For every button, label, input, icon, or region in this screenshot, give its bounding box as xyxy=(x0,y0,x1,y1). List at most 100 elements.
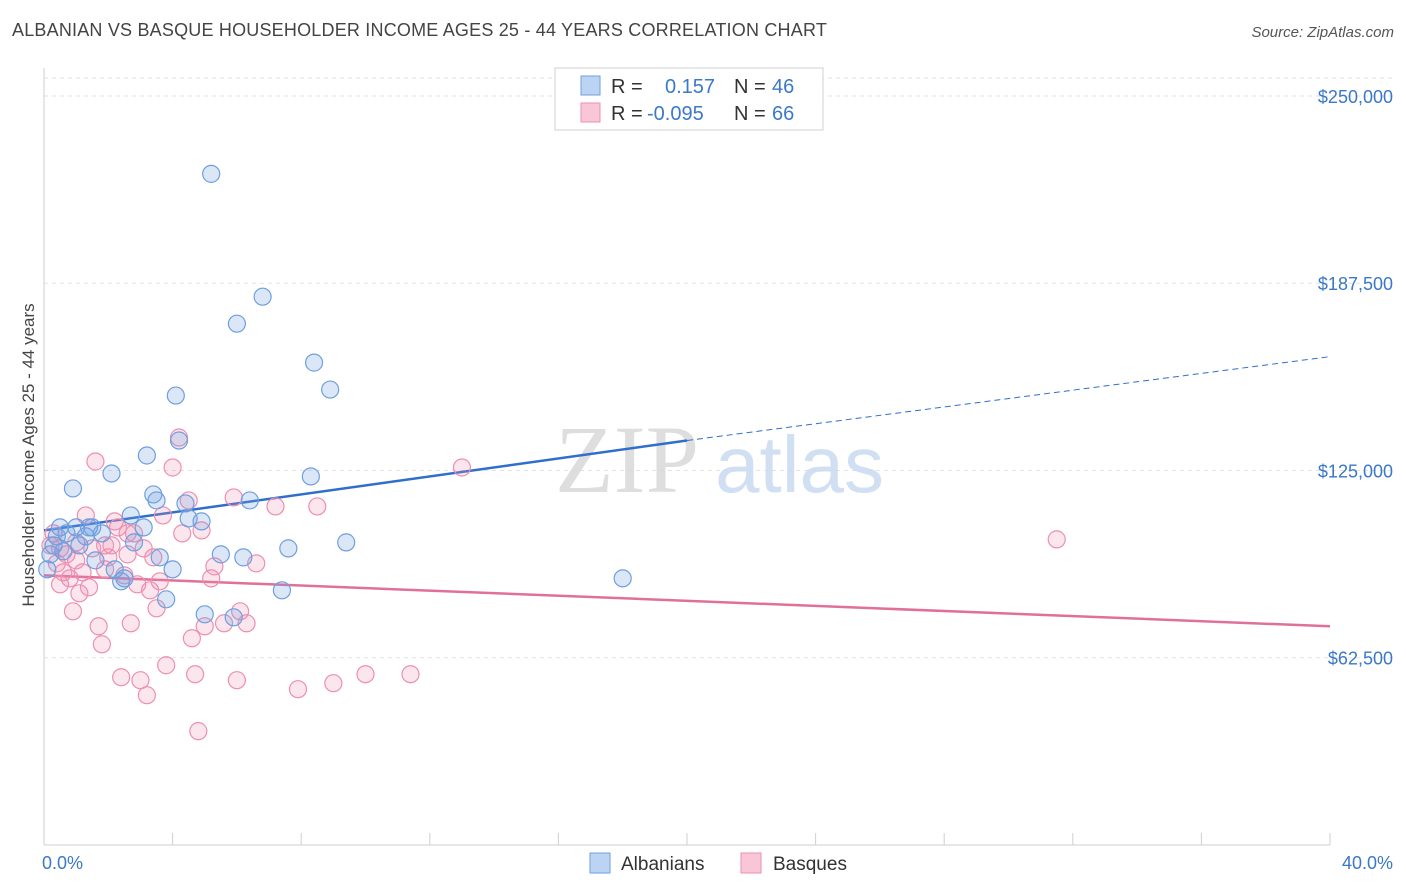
legend-swatch-albanians xyxy=(580,75,601,96)
point-basques xyxy=(452,458,472,477)
point-albanians xyxy=(211,545,230,564)
point-albanians xyxy=(124,533,144,552)
point-basques xyxy=(356,665,375,684)
point-basques xyxy=(121,614,140,633)
point-albanians xyxy=(169,431,189,450)
point-albanians xyxy=(301,467,320,486)
point-albanians xyxy=(150,548,169,567)
point-albanians xyxy=(176,494,195,513)
trend-line-basques xyxy=(43,574,1331,628)
point-basques xyxy=(186,665,205,684)
point-basques xyxy=(224,488,243,507)
bottom-legend-swatch-basques xyxy=(740,852,762,874)
point-albanians xyxy=(70,536,89,555)
point-basques xyxy=(131,671,150,690)
trend-lines xyxy=(43,356,1331,628)
point-albanians xyxy=(115,569,134,588)
point-albanians xyxy=(137,446,156,465)
point-basques xyxy=(150,572,169,591)
point-basques xyxy=(57,545,76,564)
point-basques xyxy=(92,635,111,654)
point-albanians xyxy=(63,479,83,498)
y-axis-label: Householder Income Ages 25 - 44 years xyxy=(19,303,38,606)
stats-legend: R = 0.157 N = 46 R = -0.095 N = 66 xyxy=(554,67,824,131)
point-basques xyxy=(179,491,198,510)
point-basques xyxy=(73,563,92,582)
point-basques xyxy=(50,575,70,594)
point-albanians xyxy=(279,539,298,558)
point-albanians xyxy=(166,386,185,405)
point-albanians xyxy=(234,548,253,567)
chart-title: ALBANIAN VS BASQUE HOUSEHOLDER INCOME AG… xyxy=(12,20,828,40)
point-basques xyxy=(118,524,137,543)
point-basques xyxy=(288,680,308,699)
y-tick-label: $125,000 xyxy=(1318,461,1393,481)
point-basques xyxy=(202,569,221,588)
point-albanians xyxy=(240,491,259,510)
point-albanians xyxy=(202,164,221,183)
point-albanians xyxy=(613,569,632,588)
y-tick-label: $250,000 xyxy=(1318,87,1393,107)
legend-n-basques: 66 xyxy=(772,103,794,125)
bottom-legend-albanians: Albanians xyxy=(621,854,704,875)
bottom-legend-swatch-albanians xyxy=(589,852,611,874)
point-basques xyxy=(266,497,285,516)
point-albanians xyxy=(272,581,292,600)
point-basques xyxy=(214,614,234,633)
x-tick-labels: 0.0% 40.0% xyxy=(42,853,1393,873)
point-albanians xyxy=(102,464,121,483)
watermark-zip: ZIP xyxy=(555,406,699,513)
point-basques xyxy=(1047,530,1066,549)
point-basques xyxy=(95,536,115,555)
point-albanians xyxy=(321,380,340,399)
point-albanians xyxy=(224,608,243,627)
legend-r-albanians: 0.157 xyxy=(665,76,715,98)
point-albanians xyxy=(121,506,140,525)
chart-source: Source: ZipAtlas.com xyxy=(1251,24,1394,41)
legend-r-label-basques: R = xyxy=(611,103,643,125)
point-albanians xyxy=(227,314,246,333)
trend-line-albanians-extension xyxy=(686,356,1331,442)
point-basques xyxy=(227,671,246,690)
point-basques xyxy=(153,506,173,525)
point-basques xyxy=(89,617,108,636)
watermark: ZIP atlas xyxy=(555,406,884,513)
point-basques xyxy=(324,674,343,693)
point-basques xyxy=(112,668,131,687)
y-tick-label: $62,500 xyxy=(1328,649,1393,669)
point-albanians xyxy=(195,605,214,624)
point-albanians xyxy=(92,524,111,543)
grid-lines xyxy=(44,77,1395,659)
point-albanians xyxy=(83,518,102,537)
point-albanians xyxy=(38,560,57,579)
point-basques xyxy=(79,578,99,597)
series-legend: Albanians Basques xyxy=(589,852,847,875)
point-albanians xyxy=(157,590,176,609)
point-basques xyxy=(157,656,176,675)
point-basques xyxy=(308,497,327,516)
point-albanians xyxy=(54,542,73,561)
legend-r-basques: -0.095 xyxy=(647,103,704,125)
point-albanians xyxy=(304,353,324,372)
x-tick-label: 0.0% xyxy=(42,853,83,873)
point-basques xyxy=(182,629,201,648)
point-albanians xyxy=(112,572,131,591)
point-albanians xyxy=(253,287,272,306)
point-albanians xyxy=(163,560,182,579)
point-albanians xyxy=(134,518,153,537)
point-basques xyxy=(144,548,163,567)
data-points xyxy=(38,164,1066,741)
point-basques xyxy=(163,458,182,477)
point-albanians xyxy=(147,491,166,510)
legend-n-label-albanians: N = xyxy=(734,76,766,98)
point-basques xyxy=(63,602,83,621)
point-albanians xyxy=(86,551,105,570)
x-tick-label: 40.0% xyxy=(1342,853,1393,873)
y-tick-label: $187,500 xyxy=(1318,274,1393,294)
legend-r-label-albanians: R = xyxy=(611,76,643,98)
point-basques xyxy=(70,584,89,603)
point-basques xyxy=(189,722,208,741)
point-basques xyxy=(102,536,121,555)
point-albanians xyxy=(57,524,76,543)
